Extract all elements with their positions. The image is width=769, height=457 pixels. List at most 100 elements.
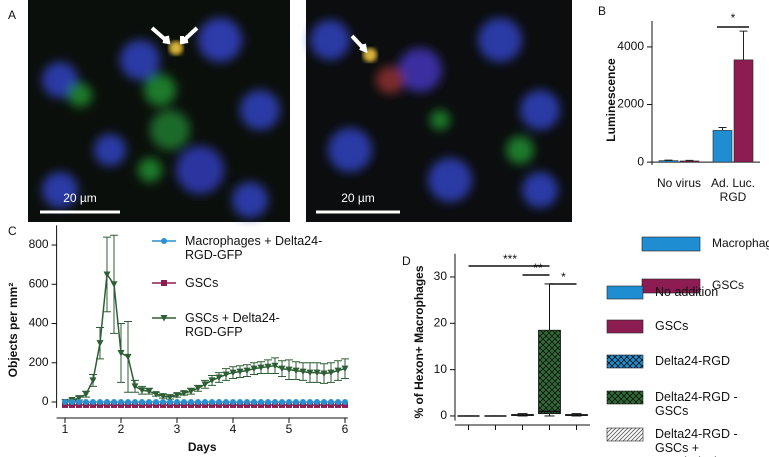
bar (733, 59, 754, 163)
point (160, 399, 166, 406)
point (97, 399, 103, 406)
x-tick-label: 2 (118, 422, 125, 436)
point (222, 371, 230, 379)
point (117, 349, 125, 357)
y-axis-label: Objects per mm² (6, 283, 20, 378)
legend-label: GSCs (712, 278, 744, 292)
error-bar (718, 127, 727, 131)
point (89, 377, 97, 384)
point (208, 377, 216, 384)
point (251, 399, 257, 406)
y-tick-label: 200 (29, 355, 49, 369)
legend-label: No addition (655, 285, 719, 299)
point (293, 399, 299, 406)
y-tick-label: 0 (637, 154, 644, 168)
y-tick-label: 400 (29, 316, 49, 330)
point (335, 399, 341, 406)
point (236, 368, 244, 376)
panel-label: A (8, 8, 16, 22)
point (286, 399, 292, 406)
point (257, 364, 265, 372)
point (334, 367, 342, 375)
x-tick-label: 6 (342, 422, 349, 436)
y-axis-label: Luminescence (604, 58, 618, 142)
point (250, 365, 258, 373)
micrograph-1 (28, 0, 290, 222)
legend-swatch (606, 427, 644, 442)
legend-label: Delta24-RGD (655, 354, 731, 368)
point (244, 399, 250, 406)
point (265, 399, 271, 406)
y-tick-label: 4000 (617, 39, 644, 53)
point (174, 399, 180, 406)
bar (712, 130, 733, 163)
point (209, 399, 215, 406)
y-tick-label: 10 (434, 362, 448, 376)
point (82, 391, 90, 398)
legend-label: Delta24-RGD - GSCs + cytochalasin D (655, 427, 738, 457)
point (342, 399, 348, 406)
point (160, 315, 168, 322)
significance-label: *** (503, 252, 517, 266)
point (223, 399, 229, 406)
point (321, 399, 327, 406)
point (110, 281, 118, 288)
point (69, 399, 75, 406)
y-tick-label: 0 (42, 394, 49, 408)
point (271, 362, 279, 370)
point (272, 399, 278, 406)
point (188, 399, 194, 406)
point (195, 399, 201, 406)
point (104, 399, 110, 406)
point (327, 369, 335, 377)
bar (658, 160, 679, 163)
point (146, 399, 152, 406)
series (62, 399, 348, 406)
x-tick-label: 3 (174, 422, 181, 436)
box-hatch (538, 330, 561, 414)
point (118, 399, 124, 406)
error-bar (739, 30, 748, 60)
point (285, 366, 293, 374)
point (264, 363, 272, 371)
point (173, 392, 181, 399)
x-tick-label: Ad. Luc. RGD (710, 176, 756, 204)
micrograph-2 (306, 0, 572, 222)
point (180, 390, 188, 397)
panel-label: B (598, 4, 606, 18)
point (320, 370, 328, 378)
x-tick-label: 4 (230, 422, 237, 436)
point (299, 368, 307, 376)
point (216, 399, 222, 406)
y-tick-label: 800 (29, 237, 49, 251)
point (139, 399, 145, 406)
legend-label: GSCs (655, 319, 689, 333)
point (83, 399, 89, 406)
point (166, 394, 174, 401)
point (131, 383, 139, 390)
x-axis-label: Days (188, 440, 217, 454)
legend-label: Delta24-RGD - GSCs (655, 390, 738, 418)
significance-label: ** (533, 261, 543, 275)
point (132, 399, 138, 406)
point (230, 399, 236, 406)
point (159, 393, 167, 400)
point (124, 353, 132, 361)
point (306, 369, 314, 377)
point (145, 388, 153, 395)
point (201, 381, 209, 388)
legend-hatch (607, 391, 643, 404)
panel-label: C (8, 224, 17, 238)
point (243, 367, 251, 375)
y-tick-label: 20 (434, 315, 448, 329)
point (187, 388, 195, 395)
scale-bar-label: 20 µm (341, 191, 375, 205)
legend-label: GSCs + Delta24-RGD-GFP (185, 311, 280, 339)
y-tick-label: 2000 (617, 97, 644, 111)
point (314, 399, 320, 406)
point (307, 399, 313, 406)
point (229, 369, 237, 377)
point (341, 365, 349, 373)
